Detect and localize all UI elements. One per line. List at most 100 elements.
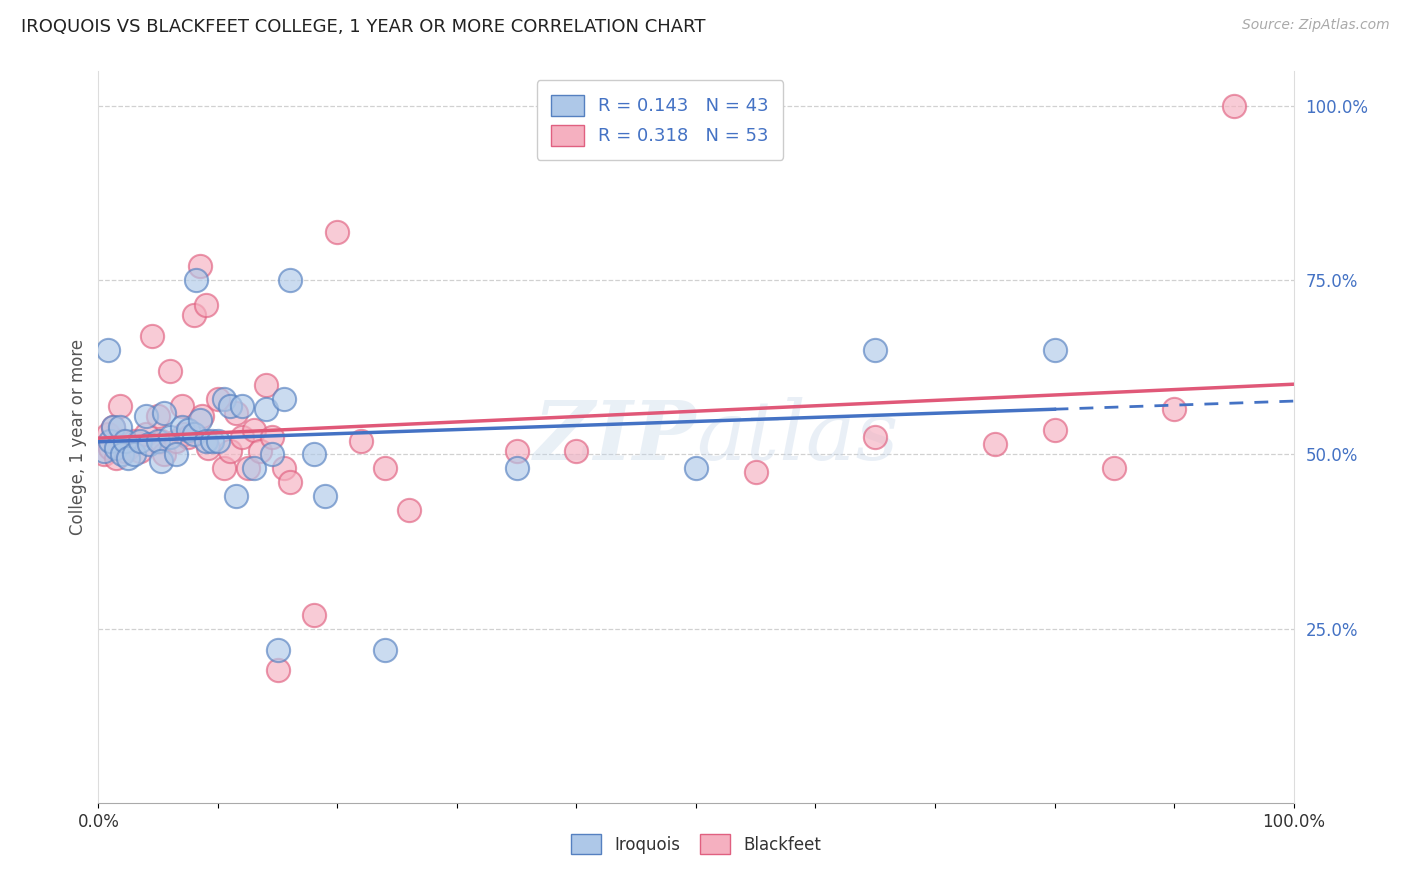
Point	[326, 225, 349, 239]
Point	[302, 448, 325, 462]
Point	[1104, 461, 1126, 475]
Point	[153, 406, 176, 420]
Point	[197, 441, 219, 455]
Point	[129, 444, 152, 458]
Text: atlas: atlas	[696, 397, 898, 477]
Point	[93, 448, 115, 462]
Point	[745, 465, 768, 479]
Text: IROQUOIS VS BLACKFEET COLLEGE, 1 YEAR OR MORE CORRELATION CHART: IROQUOIS VS BLACKFEET COLLEGE, 1 YEAR OR…	[21, 18, 706, 36]
Point	[212, 461, 235, 475]
Point	[114, 434, 136, 448]
Point	[243, 461, 266, 475]
Text: Source: ZipAtlas.com: Source: ZipAtlas.com	[1241, 18, 1389, 32]
Point	[124, 434, 146, 448]
Point	[149, 434, 172, 448]
Point	[254, 402, 277, 417]
Point	[207, 392, 229, 406]
Point	[225, 489, 247, 503]
Point	[148, 409, 170, 424]
Point	[374, 642, 396, 657]
Point	[98, 434, 122, 448]
Point	[149, 454, 172, 468]
Point	[273, 392, 295, 406]
Point	[117, 441, 139, 455]
Point	[114, 444, 136, 458]
Point	[138, 437, 160, 451]
Point	[188, 412, 211, 426]
Point	[1163, 402, 1185, 417]
Point	[350, 434, 373, 448]
Point	[225, 406, 247, 420]
Point	[260, 430, 283, 444]
Point	[108, 419, 131, 434]
Point	[159, 364, 181, 378]
Point	[172, 399, 194, 413]
Point	[172, 419, 194, 434]
Point	[183, 308, 205, 322]
Point	[186, 273, 208, 287]
Point	[374, 461, 396, 475]
Point	[97, 426, 120, 441]
Point	[101, 419, 124, 434]
Point	[195, 298, 218, 312]
Point	[173, 426, 195, 441]
Point	[135, 409, 157, 424]
Point	[260, 448, 283, 462]
Point	[195, 434, 218, 448]
Point	[165, 448, 187, 462]
Point	[97, 343, 120, 357]
Point	[105, 441, 128, 455]
Point	[865, 343, 887, 357]
Point	[398, 503, 420, 517]
Point	[506, 461, 529, 475]
Point	[1223, 99, 1246, 113]
Point	[315, 489, 337, 503]
Point	[129, 434, 152, 448]
Point	[984, 437, 1007, 451]
Point	[177, 423, 200, 437]
Point	[219, 444, 242, 458]
Point	[159, 430, 181, 444]
Point	[231, 430, 253, 444]
Point	[231, 399, 253, 413]
Point	[111, 434, 134, 448]
Point	[98, 441, 122, 455]
Point	[254, 377, 277, 392]
Point	[117, 450, 139, 465]
Y-axis label: College, 1 year or more: College, 1 year or more	[69, 339, 87, 535]
Point	[1043, 423, 1066, 437]
Point	[183, 426, 205, 441]
Point	[865, 430, 887, 444]
Point	[153, 448, 176, 462]
Point	[219, 399, 242, 413]
Point	[685, 461, 707, 475]
Point	[105, 450, 128, 465]
Point	[212, 392, 235, 406]
Point	[201, 434, 224, 448]
Point	[135, 426, 157, 441]
Point	[302, 607, 325, 622]
Point	[141, 329, 163, 343]
Point	[267, 642, 290, 657]
Point	[207, 434, 229, 448]
Point	[1043, 343, 1066, 357]
Point	[148, 434, 170, 448]
Point	[177, 430, 200, 444]
Legend: Iroquois, Blackfeet: Iroquois, Blackfeet	[564, 828, 828, 860]
Point	[124, 448, 146, 462]
Point	[93, 444, 115, 458]
Point	[188, 260, 211, 274]
Point	[243, 423, 266, 437]
Point	[278, 273, 301, 287]
Point	[267, 664, 290, 678]
Point	[236, 461, 259, 475]
Text: ZIP: ZIP	[533, 397, 696, 477]
Point	[506, 444, 529, 458]
Point	[273, 461, 295, 475]
Point	[278, 475, 301, 490]
Point	[165, 434, 187, 448]
Point	[101, 419, 124, 434]
Point	[191, 409, 214, 424]
Point	[249, 444, 271, 458]
Point	[108, 399, 131, 413]
